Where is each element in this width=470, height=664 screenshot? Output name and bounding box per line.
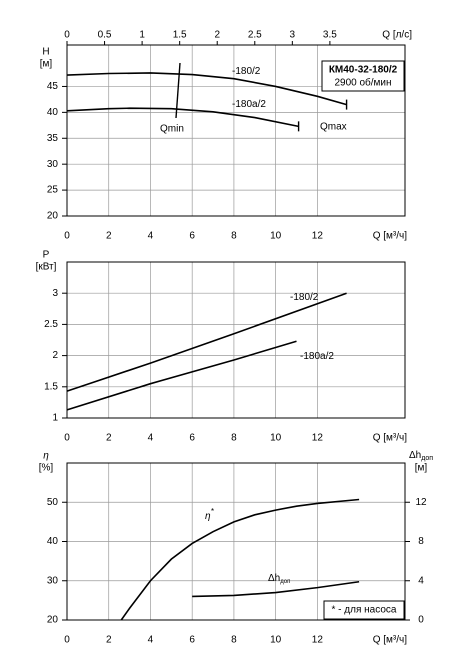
- series-label-text: -180a/2: [232, 99, 266, 110]
- series-label: -180/2: [232, 66, 261, 77]
- x-tick-label: 12: [312, 635, 324, 646]
- x-tick-label: 0: [64, 433, 70, 444]
- x-axis-label: Q [м³/ч]: [373, 433, 408, 444]
- y-axis-unit: [м]: [40, 59, 53, 70]
- x2-tick-label: 3: [290, 30, 296, 41]
- plot-frame: [66, 462, 406, 621]
- y-tick-label: 3: [52, 288, 58, 299]
- plot-frame: [66, 261, 406, 419]
- y2-axis-unit: [м]: [415, 463, 428, 474]
- x-tick-label: 4: [148, 433, 154, 444]
- x2-tick-label: 0: [64, 30, 70, 41]
- y-tick-label: 20: [47, 615, 59, 626]
- y2-tick-label: 4: [418, 575, 424, 586]
- annotation: Qmin: [160, 124, 184, 135]
- y2-axis-label: Δhдоп: [409, 450, 433, 462]
- series-label-text: Δh: [268, 573, 280, 584]
- x-tick-label: 6: [189, 635, 195, 646]
- x-axis-label: Q [м³/ч]: [373, 635, 408, 646]
- y-axis-label: H: [42, 47, 49, 58]
- y2-tick-label: 12: [415, 497, 427, 508]
- x-tick-label: 4: [148, 635, 154, 646]
- y-tick-label: 45: [47, 81, 59, 92]
- y2-axis-label-sub: доп: [421, 455, 433, 462]
- x-tick-label: 6: [189, 433, 195, 444]
- x-tick-label: 6: [189, 231, 195, 242]
- x-tick-label: 4: [148, 231, 154, 242]
- y-tick-label: 1.5: [44, 381, 58, 392]
- x2-tick-label: 2.5: [248, 30, 262, 41]
- series-line: [192, 580, 360, 598]
- y-tick-label: 40: [47, 107, 59, 118]
- y2-axis-label-main: Δh: [409, 450, 421, 461]
- x-tick-label: 12: [312, 231, 324, 242]
- x-tick-label: 2: [106, 231, 112, 242]
- plot-frame: [66, 44, 406, 217]
- series-line: [66, 72, 347, 106]
- x-tick-label: 10: [270, 635, 282, 646]
- legend-box: [321, 60, 405, 92]
- x-tick-label: 12: [312, 433, 324, 444]
- x-tick-label: 8: [231, 433, 237, 444]
- series-label-text: -180/2: [232, 66, 261, 77]
- series-label: -180/2: [290, 292, 319, 303]
- y-axis-label: P: [43, 250, 50, 261]
- x-tick-label: 10: [270, 433, 282, 444]
- x2-tick-label: 1: [139, 30, 145, 41]
- x2-tick-label: 0.5: [98, 30, 112, 41]
- y-tick-label: 25: [47, 185, 59, 196]
- y-axis-unit: [%]: [39, 463, 54, 474]
- y-tick-label: 35: [47, 133, 59, 144]
- series-line: [66, 292, 347, 392]
- x-tick-label: 2: [106, 635, 112, 646]
- series-label-text: -180/2: [290, 292, 319, 303]
- y2-tick-label: 8: [418, 536, 424, 547]
- series-label: Δhдоп: [268, 573, 290, 585]
- note-box: [323, 600, 405, 620]
- y-axis-unit: [кВт]: [36, 262, 57, 273]
- y-tick-label: 40: [47, 536, 59, 547]
- y-tick-label: 2: [52, 350, 58, 361]
- x-tick-label: 10: [270, 231, 282, 242]
- x-tick-label: 8: [231, 231, 237, 242]
- x-tick-label: 0: [64, 635, 70, 646]
- series-label: -180a/2: [300, 351, 334, 362]
- y-axis-label: η: [43, 451, 49, 462]
- legend-text: 2900 об/мин: [334, 77, 391, 89]
- x2-tick-label: 1.5: [173, 30, 187, 41]
- x-tick-label: 0: [64, 231, 70, 242]
- series-label-text: -180a/2: [300, 351, 334, 362]
- series-line: [66, 340, 297, 411]
- qmin-line: [175, 62, 181, 119]
- x2-axis-label: Q [л/с]: [382, 30, 412, 41]
- y-tick-label: 2.5: [44, 319, 58, 330]
- x-tick-label: 2: [106, 433, 112, 444]
- y-tick-label: 20: [47, 211, 59, 222]
- y2-tick-label: 0: [418, 615, 424, 626]
- y-tick-label: 1: [52, 413, 58, 424]
- legend-title: КМ40-32-180/2: [329, 65, 398, 76]
- x2-tick-label: 2: [214, 30, 220, 41]
- x-axis-label: Q [м³/ч]: [373, 231, 408, 242]
- series-label-sup: *: [211, 507, 215, 516]
- x2-tick-label: 3.5: [323, 30, 337, 41]
- x-tick-label: 8: [231, 635, 237, 646]
- y-tick-label: 30: [47, 159, 59, 170]
- annotation: Qmax: [320, 122, 347, 133]
- series-label-text: η: [205, 511, 211, 522]
- series-label: -180a/2: [232, 99, 266, 110]
- note-text: * - для насоса: [332, 605, 397, 616]
- series-label-sub: доп: [280, 579, 290, 585]
- series-line: [120, 498, 360, 621]
- series-line: [66, 107, 299, 128]
- y-tick-label: 50: [47, 497, 59, 508]
- series-label: η*: [205, 507, 215, 522]
- y-tick-label: 30: [47, 575, 59, 586]
